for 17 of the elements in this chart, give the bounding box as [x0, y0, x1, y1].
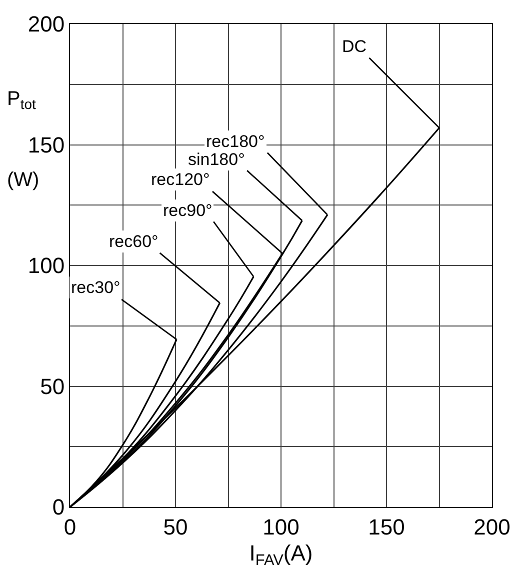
y-tick-label: 150 [28, 132, 65, 158]
x-tick-label: 150 [368, 514, 405, 540]
text: rec60° [109, 232, 158, 251]
x-tick-label: 50 [163, 514, 188, 540]
y-tick-label: 50 [40, 374, 65, 399]
x-tick-label: 100 [262, 514, 300, 540]
text: rec180° [206, 132, 265, 151]
y-tick-label: 100 [28, 253, 65, 278]
x-tick-label: 200 [474, 514, 510, 540]
text: DC [342, 37, 367, 56]
text: rec120° [151, 170, 210, 189]
text: rec30° [71, 278, 120, 297]
text: sin180° [188, 150, 245, 169]
text: rec90° [163, 201, 212, 220]
y-tick-label: 0 [52, 494, 65, 520]
x-axis-title: I$_{FAV}$(A) [249, 540, 313, 569]
y-tick-label: 200 [28, 12, 65, 37]
